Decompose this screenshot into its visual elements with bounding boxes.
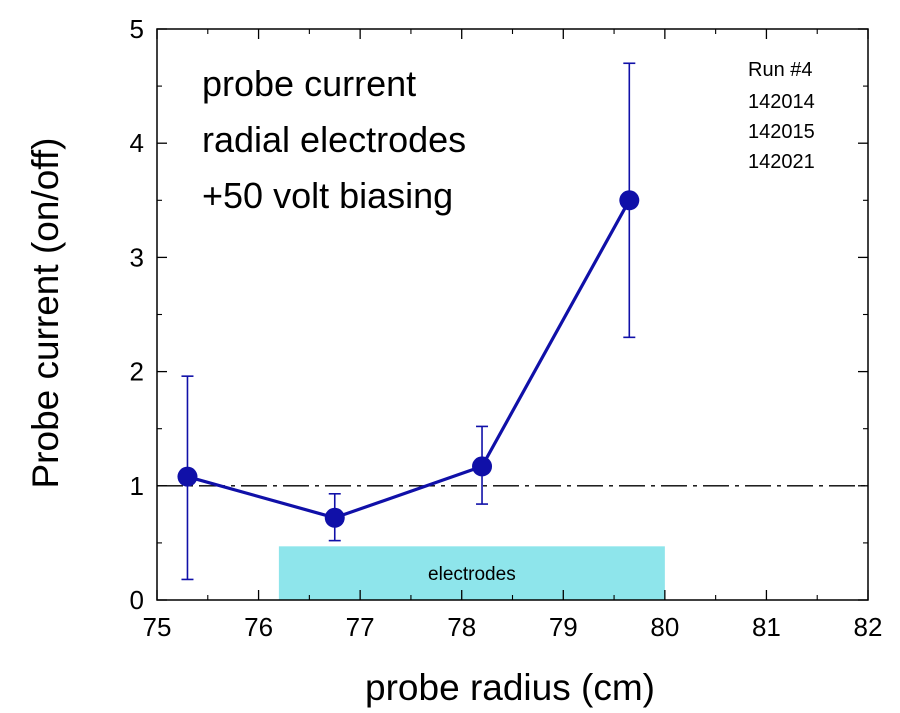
data-point (177, 466, 198, 487)
axis-ticks: 75 76 77 78 79 80 81 82 0 1 2 3 4 5 (130, 14, 883, 642)
x-tick-label: 77 (346, 612, 375, 642)
y-tick-label: 0 (130, 585, 144, 615)
x-tick-label: 78 (447, 612, 476, 642)
x-tick-label: 75 (143, 612, 172, 642)
y-tick-label: 3 (130, 242, 144, 272)
x-tick-label: 82 (854, 612, 883, 642)
data-point (619, 190, 640, 211)
x-tick-label: 76 (244, 612, 273, 642)
run-info-shot-3: 142021 (748, 151, 815, 173)
y-tick-label: 5 (130, 14, 144, 44)
data-point (324, 507, 345, 528)
annotation-line-1: probe current (202, 63, 416, 104)
series-layer (177, 62, 640, 581)
run-info-shot-1: 142014 (748, 91, 815, 113)
annotation-line-3: +50 volt biasing (202, 175, 453, 216)
x-tick-label: 81 (752, 612, 781, 642)
y-tick-label: 1 (130, 471, 144, 501)
series-line (187, 199, 631, 520)
electrodes-region (278, 546, 665, 600)
data-point (472, 456, 493, 477)
plot-frame (156, 28, 869, 601)
run-info-title: Run #4 (748, 59, 813, 81)
x-tick-label: 80 (650, 612, 679, 642)
x-axis-label: probe radius (cm) (365, 667, 655, 708)
annotation-line-2: radial electrodes (202, 119, 466, 160)
run-info-shot-2: 142015 (748, 121, 815, 143)
y-tick-label: 2 (130, 357, 144, 387)
electrodes-label: electrodes (428, 564, 516, 585)
y-tick-label: 4 (130, 128, 144, 158)
y-axis-label: Probe current (on/off) (25, 138, 66, 489)
x-tick-label: 79 (549, 612, 578, 642)
